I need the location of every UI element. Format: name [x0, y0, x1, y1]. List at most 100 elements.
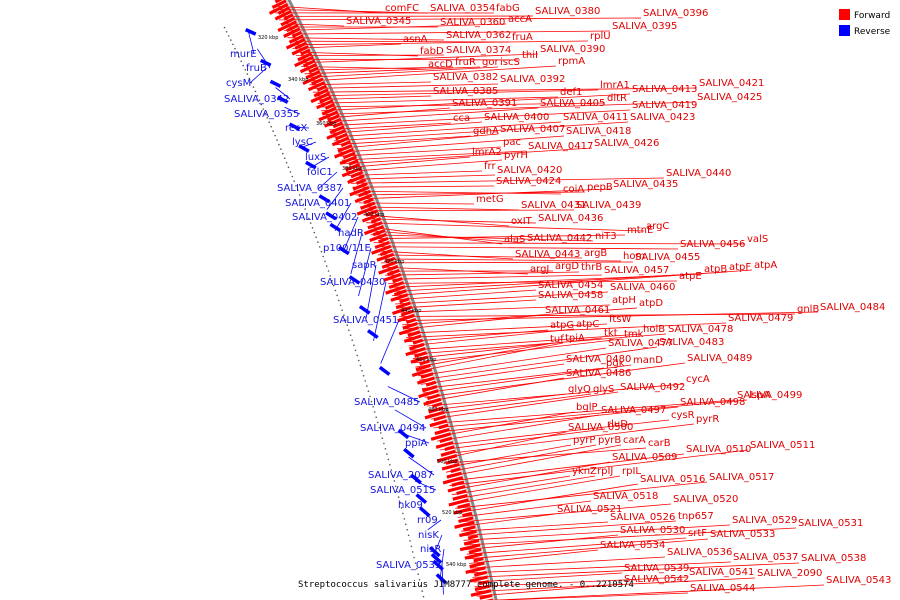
forward-gene-label: cycA — [686, 374, 710, 385]
position-dot — [372, 406, 374, 408]
reverse-gene-track — [244, 28, 448, 585]
position-dot — [358, 359, 360, 362]
forward-gene-label: iscS — [500, 57, 520, 68]
position-dot — [403, 518, 406, 520]
forward-leader-line — [455, 481, 708, 509]
forward-leader-line — [374, 246, 679, 250]
forward-leader-line — [292, 43, 402, 49]
position-dot — [422, 595, 425, 598]
reverse-leader-line — [441, 564, 444, 595]
forward-leader-line — [467, 538, 709, 560]
position-dot — [280, 148, 282, 150]
forward-leader-line — [432, 399, 736, 424]
reverse-gene-block — [418, 506, 431, 518]
forward-gene-block — [478, 579, 490, 586]
position-dot — [396, 490, 399, 493]
position-dot — [329, 275, 332, 277]
position-dot — [405, 523, 407, 526]
forward-gene-label: SALIVA_0362 — [446, 30, 511, 41]
forward-leader-line — [420, 363, 565, 385]
position-dot — [420, 584, 422, 587]
position-dot — [291, 175, 294, 178]
forward-leader-line — [367, 226, 503, 245]
forward-gene-label: gnlB — [797, 304, 819, 315]
position-dot — [318, 246, 321, 248]
forward-gene-label: pac — [503, 137, 521, 148]
position-dot — [325, 265, 328, 267]
position-dot — [278, 143, 280, 146]
forward-gene-label: atpC — [576, 319, 599, 330]
position-dot — [248, 77, 251, 80]
forward-gene-label: SALIVA_0458 — [538, 290, 603, 301]
forward-gene-label: def1 — [560, 87, 582, 98]
forward-leader-line — [444, 444, 572, 469]
forward-gene-label: SALIVA_0460 — [610, 282, 675, 293]
kbp-tick-label: 520 kbp — [442, 510, 462, 516]
forward-leader-line — [385, 271, 580, 276]
forward-leader-line — [488, 584, 825, 600]
position-dot — [336, 294, 338, 297]
forward-gene-label: SALIVA_0461 — [545, 305, 610, 316]
reverse-leader-line — [310, 156, 330, 169]
reverse-gene-block — [358, 304, 371, 315]
forward-leader-line — [454, 475, 621, 505]
forward-gene-label: SALIVA_0411 — [563, 112, 628, 123]
forward-gene-label: SALIVA_0483 — [659, 337, 724, 348]
forward-leader-line — [472, 562, 800, 578]
forward-leader-line — [438, 419, 670, 446]
position-dot — [361, 369, 363, 372]
forward-gene-label: SALIVA_0382 — [433, 72, 498, 83]
forward-leader-line — [419, 346, 658, 381]
forward-gene-label: rpmA — [558, 56, 585, 67]
position-dot — [297, 189, 299, 192]
kbp-tick-label: 320 kbp — [258, 35, 278, 41]
forward-gene-block — [277, 20, 298, 33]
forward-gene-label: SALIVA_0536 — [667, 547, 732, 558]
position-dot — [373, 411, 376, 413]
forward-leader-line — [350, 177, 665, 184]
forward-leader-line — [461, 521, 609, 532]
position-dot — [300, 198, 303, 201]
forward-leader-line — [493, 592, 689, 600]
forward-leader-line — [469, 549, 599, 564]
position-dot — [266, 117, 269, 119]
forward-gene-block — [285, 37, 306, 50]
forward-leader-line — [397, 304, 611, 313]
forward-leader-line — [295, 54, 445, 56]
forward-gene-label: mtnE — [627, 225, 653, 236]
legend: Forward Reverse — [839, 9, 891, 37]
forward-gene-label: SALIVA_0420 — [497, 165, 562, 176]
kbp-tick-label: 420 kbp — [384, 259, 404, 265]
forward-gene-block — [332, 121, 344, 129]
reverse-leader-line — [433, 534, 443, 555]
forward-leader-line — [307, 65, 557, 82]
forward-gene-label: SALIVA_0396 — [643, 8, 708, 19]
position-dot — [359, 364, 362, 367]
position-dot — [283, 157, 286, 159]
position-dot — [260, 103, 263, 106]
position-dot — [274, 134, 276, 137]
kbp-tick-label: 360 kbp — [316, 121, 336, 127]
forward-gene-label: atpA — [754, 260, 777, 271]
forward-gene-label: valS — [747, 234, 768, 245]
forward-gene-block — [457, 502, 471, 510]
reverse-gene-label: SALIVA_0515 — [370, 485, 435, 496]
forward-leader-line — [382, 266, 529, 275]
forward-gene-block — [274, 0, 283, 4]
position-dot — [351, 339, 354, 342]
position-dot — [240, 60, 242, 63]
forward-gene-label: SALIVA_0390 — [540, 44, 605, 55]
forward-leader-line — [445, 444, 597, 473]
forward-leader-line — [312, 87, 698, 93]
forward-gene-block — [411, 367, 433, 378]
forward-leader-line — [439, 428, 606, 451]
forward-gene-block — [474, 584, 491, 592]
forward-gene-block — [337, 144, 353, 153]
position-dot — [304, 208, 307, 210]
forward-gene-label: lmrA2 — [472, 147, 502, 158]
position-dot — [381, 437, 384, 440]
position-dot — [324, 260, 326, 263]
forward-gene-label: pyrH — [504, 150, 528, 161]
reverse-gene-block — [269, 79, 282, 88]
forward-leader-line — [452, 475, 596, 500]
